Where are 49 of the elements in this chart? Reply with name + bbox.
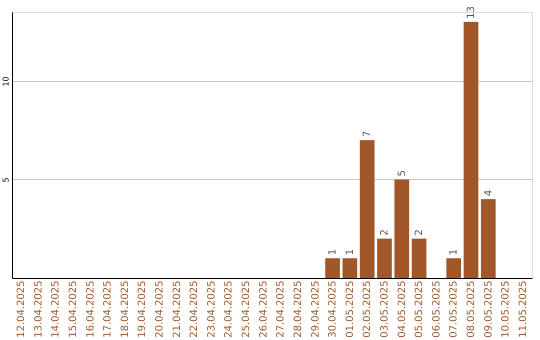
x-tick-label: 24.04.2025 (224, 280, 235, 338)
x-tick-label: 10.05.2025 (500, 280, 512, 338)
bar (360, 140, 375, 278)
x-tick-label: 18.04.2025 (120, 280, 131, 338)
data-label: 7 (362, 130, 374, 138)
x-tick-label: 29.04.2025 (310, 280, 322, 338)
x-tick-label: 01.05.2025 (344, 280, 356, 338)
x-tick-label: 11.05.2025 (518, 280, 529, 338)
x-tick-label: 28.04.2025 (292, 280, 304, 338)
data-label: 1 (344, 248, 356, 256)
x-tick-label: 03.05.2025 (379, 280, 390, 338)
data-label: 2 (414, 229, 426, 236)
x-tick-label: 06.05.2025 (431, 280, 442, 338)
x-tick-label: 04.05.2025 (396, 280, 408, 338)
x-tick-label: 13.04.2025 (33, 280, 44, 338)
data-label: 1 (448, 248, 460, 256)
x-tick-label: 05.05.2025 (414, 280, 426, 338)
x-tick-label: 22.04.2025 (189, 280, 200, 338)
data-label: 4 (483, 190, 494, 196)
x-tick-label: 12.04.2025 (16, 280, 28, 338)
x-tick-label: 15.04.2025 (68, 280, 79, 338)
bar (394, 179, 410, 278)
x-tick-label: 17.04.2025 (102, 280, 114, 338)
bar (480, 199, 496, 278)
x-tick-label: 20.04.2025 (154, 280, 166, 338)
x-tick-label: 26.04.2025 (258, 280, 270, 338)
x-tick-label: 25.04.2025 (241, 280, 252, 338)
x-tick-label: 02.05.2025 (362, 280, 374, 338)
bar (412, 238, 426, 278)
bar (446, 258, 462, 278)
data-label: 1 (328, 248, 339, 256)
x-tick-label: 07.05.2025 (448, 280, 460, 338)
x-tick-label: 27.04.2025 (276, 280, 287, 338)
y-tick-label: 10 (2, 76, 10, 87)
x-tick-label: 21.04.2025 (172, 280, 183, 338)
x-tick-label: 08.05.2025 (466, 280, 477, 338)
x-tick-label: 19.04.2025 (137, 280, 148, 338)
data-label: 13 (466, 6, 477, 19)
bar (325, 258, 340, 278)
x-tick-label: 30.04.2025 (328, 280, 339, 338)
bar (464, 22, 478, 278)
bar (377, 238, 392, 278)
bar (342, 258, 358, 278)
data-label: 5 (396, 170, 408, 176)
data-label: 2 (379, 229, 390, 236)
x-tick-label: 23.04.2025 (206, 280, 218, 338)
x-tick-label: 16.04.2025 (85, 280, 96, 338)
x-tick-label: 09.05.2025 (483, 280, 494, 338)
x-tick-label: 14.04.2025 (50, 280, 62, 338)
